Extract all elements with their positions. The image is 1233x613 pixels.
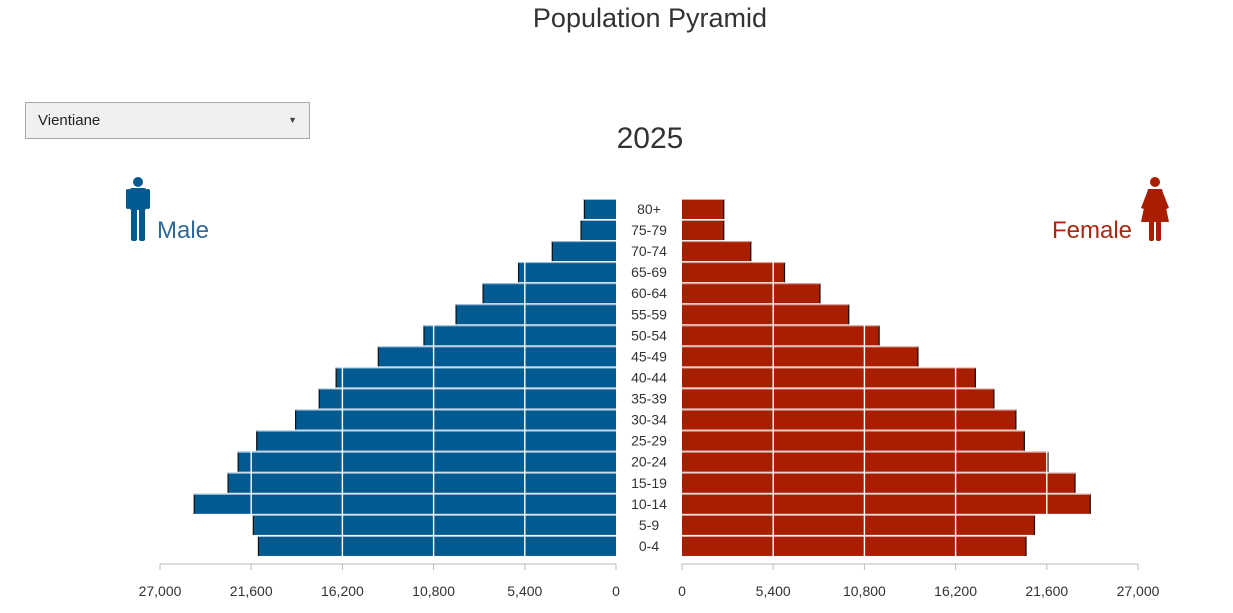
female-bar-75-79 [682, 220, 725, 241]
female-bar-45-49 [682, 346, 919, 367]
male-bar-70-74 [551, 241, 616, 262]
male-bar-50-54 [423, 325, 616, 346]
age-label-60-64: 60-64 [631, 285, 667, 301]
age-label-50-54: 50-54 [631, 327, 667, 343]
age-label-70-74: 70-74 [631, 243, 667, 259]
male-person-icon [126, 177, 150, 241]
male-bar-5-9 [252, 514, 616, 535]
female-bar-35-39 [682, 388, 995, 409]
age-label-5-9: 5-9 [639, 517, 659, 533]
female-bar-65-69 [682, 262, 786, 283]
female-tick-label: 0 [678, 583, 686, 599]
male-tick-label: 21,600 [230, 583, 273, 599]
male-bar-75-79 [580, 220, 616, 241]
male-bar-80+ [583, 199, 616, 219]
age-label-20-24: 20-24 [631, 454, 667, 470]
chart-title: 2025 [616, 122, 684, 155]
male-tick-label: 10,800 [412, 583, 455, 599]
female-bar-5-9 [682, 514, 1035, 535]
age-label-65-69: 65-69 [631, 264, 667, 280]
female-bar-70-74 [682, 241, 752, 262]
male-tick-label: 16,200 [321, 583, 364, 599]
male-tick-label: 27,000 [139, 583, 182, 599]
male-legend-label: Male [157, 217, 210, 244]
chevron-down-icon: ▼ [288, 115, 297, 125]
age-label-0-4: 0-4 [639, 538, 659, 554]
male-bar-30-34 [295, 409, 616, 430]
male-bar-20-24 [237, 451, 616, 472]
male-bar-10-14 [193, 493, 616, 514]
female-bar-80+ [682, 199, 725, 219]
male-bar-35-39 [318, 388, 616, 409]
female-legend-label: Female [1052, 217, 1133, 244]
female-bar-50-54 [682, 325, 880, 346]
female-bar-60-64 [682, 283, 821, 304]
male-bar-60-64 [482, 283, 616, 304]
female-bar-30-34 [682, 409, 1017, 430]
female-bar-10-14 [682, 493, 1091, 514]
age-label-35-39: 35-39 [631, 391, 667, 407]
female-bar-15-19 [682, 472, 1076, 493]
female-bar-40-44 [682, 367, 976, 388]
male-bar-25-29 [256, 430, 616, 451]
male-bar-55-59 [455, 304, 616, 325]
age-label-40-44: 40-44 [631, 369, 667, 385]
male-tick-label: 5,400 [507, 583, 542, 599]
age-label-55-59: 55-59 [631, 306, 667, 322]
male-bar-45-49 [377, 346, 616, 367]
age-label-25-29: 25-29 [631, 433, 667, 449]
region-select[interactable]: Vientiane ▼ [25, 102, 310, 139]
female-tick-label: 10,800 [843, 583, 886, 599]
female-tick-label: 21,600 [1025, 583, 1068, 599]
age-label-15-19: 15-19 [631, 475, 667, 491]
age-label-75-79: 75-79 [631, 222, 667, 238]
male-bar-15-19 [227, 472, 617, 493]
female-bar-25-29 [682, 430, 1025, 451]
female-tick-label: 16,200 [934, 583, 977, 599]
page-title: Population Pyramid [532, 3, 768, 33]
male-bar-0-4 [257, 535, 616, 556]
female-tick-label: 27,000 [1117, 583, 1160, 599]
male-bar-65-69 [518, 262, 616, 283]
region-select-value: Vientiane [38, 112, 101, 129]
female-person-icon [1141, 177, 1169, 241]
male-tick-label: 0 [612, 583, 620, 599]
female-bar-20-24 [682, 451, 1049, 472]
female-tick-label: 5,400 [756, 583, 791, 599]
female-bar-0-4 [682, 535, 1027, 556]
male-bar-40-44 [335, 367, 616, 388]
age-label-10-14: 10-14 [631, 496, 667, 512]
age-label-80+: 80+ [637, 201, 661, 217]
age-label-30-34: 30-34 [631, 412, 667, 428]
age-label-45-49: 45-49 [631, 348, 667, 364]
female-bar-55-59 [682, 304, 850, 325]
